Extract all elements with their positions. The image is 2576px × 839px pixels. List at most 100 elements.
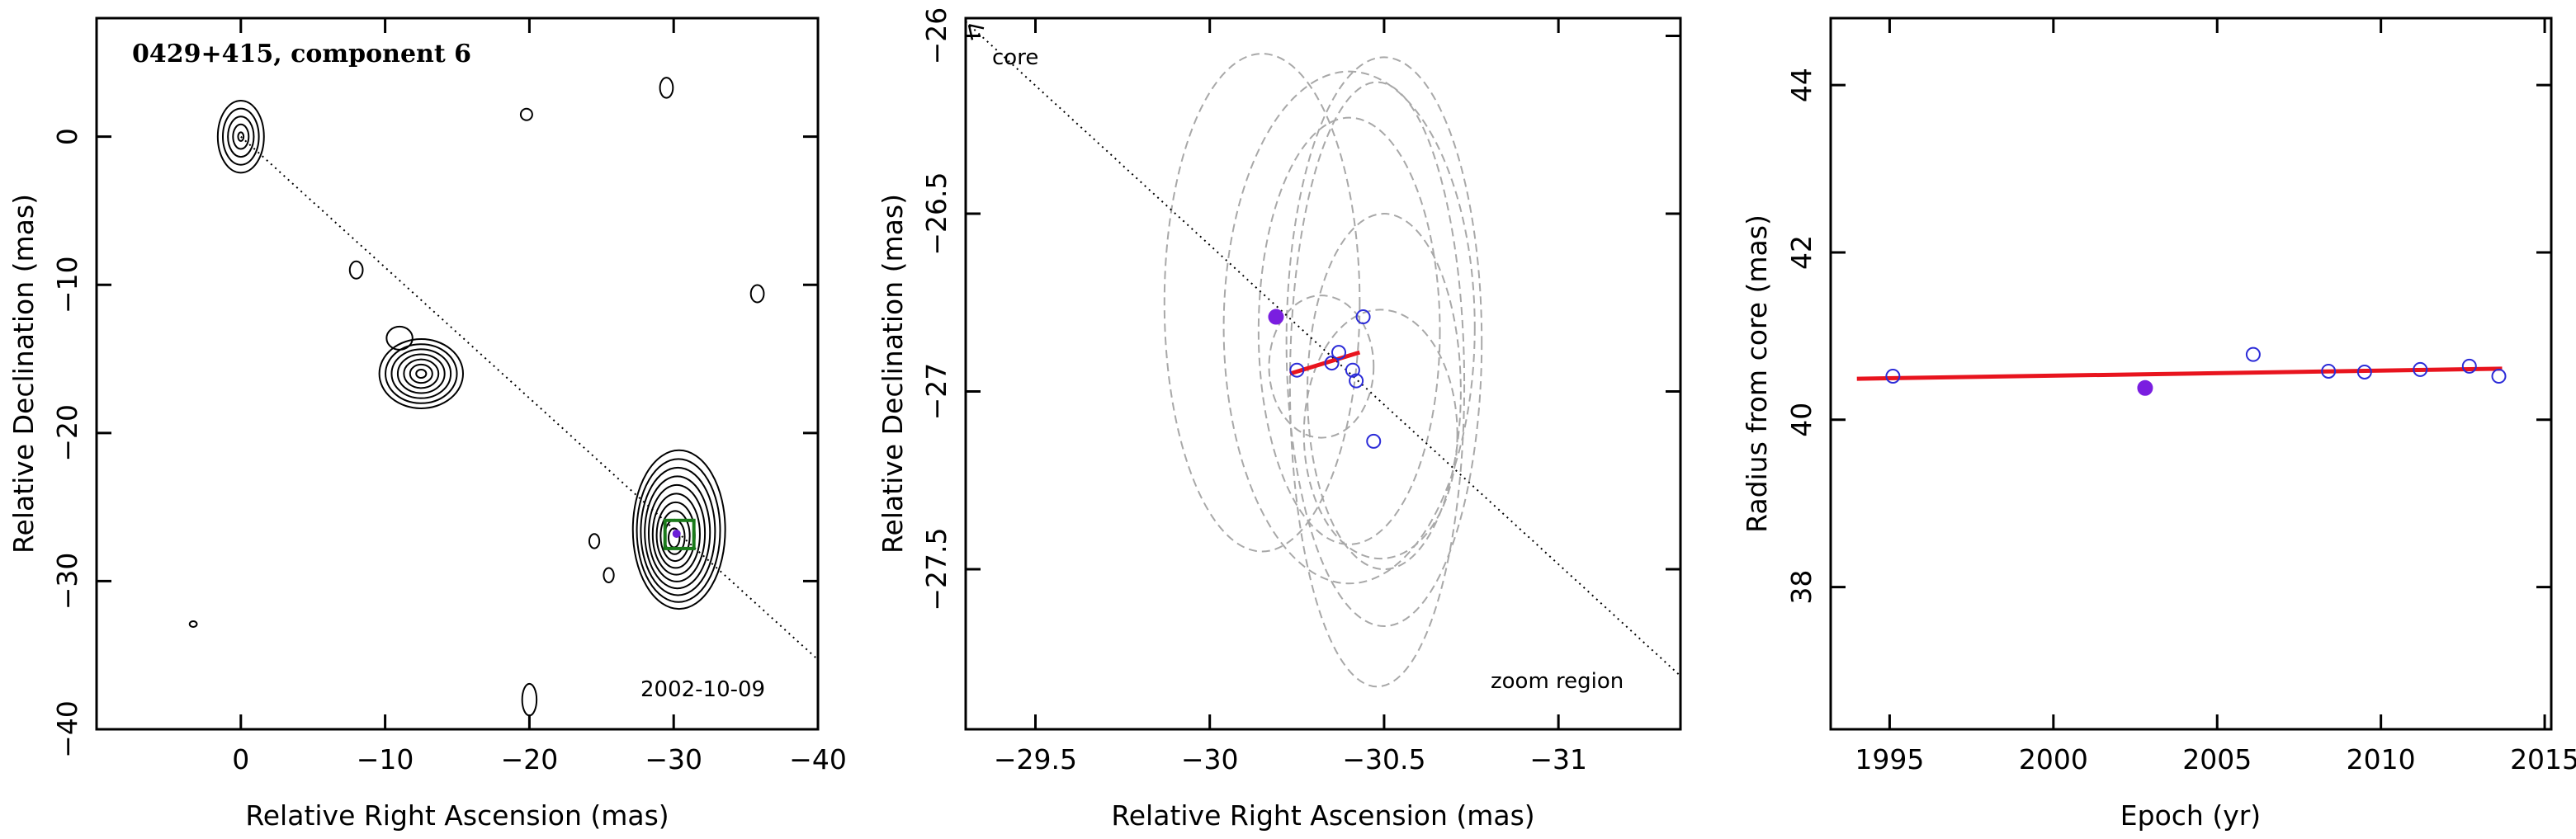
p1-x-tick-label: −10	[357, 743, 414, 775]
p1-marks	[188, 77, 819, 717]
open-data-point	[1345, 362, 1360, 378]
open-data-point	[1289, 362, 1305, 378]
p3-marks	[1856, 346, 2507, 396]
p3-y-tick-label: 42	[1785, 235, 1817, 270]
contour-core-level-2	[221, 107, 260, 166]
open-data-point	[1349, 373, 1364, 389]
p3-y-axis-label: Radius from core (mas)	[1741, 214, 1773, 533]
open-data-point	[1331, 345, 1347, 361]
p2-x-axis-label: Relative Right Ascension (mas)	[1111, 799, 1534, 832]
p2-zoom-annotation: zoom region	[1491, 669, 1624, 694]
contour-spot-level-1	[188, 620, 198, 628]
p2-y-tick-label: −27	[920, 363, 952, 421]
contour-knot-level-1	[378, 338, 464, 409]
contour-component-level-2	[636, 458, 721, 603]
uncertainty-ellipse	[1163, 53, 1361, 553]
contour-core-level-3	[227, 115, 255, 158]
p1-y-tick-label: −20	[51, 404, 83, 462]
contour-component-level-1	[631, 449, 726, 610]
p1-x-tick-label: −20	[501, 743, 559, 775]
open-data-point	[1366, 433, 1382, 449]
p1-y-tick-label: −30	[51, 553, 83, 610]
p2-x-tick-label: −30.5	[1342, 743, 1425, 775]
open-data-point	[2356, 364, 2372, 379]
contour-core-level-4	[232, 123, 250, 150]
uncertainty-ellipse	[1306, 213, 1462, 571]
filled-data-point	[2137, 379, 2153, 396]
p2-frame	[964, 16, 1682, 731]
p3-ticks: 1995 2000 2005 2010 2015 38 40 42 44	[1785, 18, 2576, 775]
contour-knot-level-6	[409, 363, 433, 384]
p3-x-tick-label: 2010	[2347, 743, 2416, 775]
open-data-point	[1324, 356, 1340, 371]
p3-x-axis-label: Epoch (yr)	[2120, 799, 2261, 832]
p2-ticks: −29.5 −30 −30.5 −31 −26 −26.5 −27 −27.5	[920, 7, 1680, 775]
p2-x-tick-label: −30	[1181, 743, 1239, 775]
contour-component-level-5	[647, 483, 707, 582]
p1-x-axis-label: Relative Right Ascension (mas)	[245, 799, 669, 832]
contour-core-level-1	[216, 99, 265, 174]
contour-spot-level-1	[603, 567, 615, 583]
open-data-point	[2245, 346, 2261, 362]
p1-y-tick-label: −10	[51, 256, 83, 313]
filled-data-point	[1268, 309, 1284, 325]
p3-x-tick-label: 2015	[2510, 743, 2576, 775]
p1-y-axis-label: Relative Declination (mas)	[7, 194, 40, 554]
contour-spot-level-1	[588, 533, 601, 549]
p2-x-tick-label: −31	[1529, 743, 1587, 775]
contour-spot-level-1	[519, 107, 533, 121]
contour-knot-level-5	[403, 358, 440, 389]
p3-x-tick-label: 2005	[2182, 743, 2252, 775]
contour-spot-level-1	[521, 682, 538, 717]
open-data-point	[2321, 363, 2337, 379]
p2-x-tick-label: −29.5	[994, 743, 1077, 775]
uncertainty-ellipse	[1257, 116, 1441, 545]
p2-y-axis-label: Relative Declination (mas)	[877, 194, 909, 554]
contour-component-level-8	[659, 510, 691, 563]
open-data-point	[2491, 369, 2507, 384]
p1-y-tick-label: 0	[51, 128, 83, 145]
p1-frame	[95, 16, 820, 731]
p1-x-tick-label: −40	[789, 743, 847, 775]
open-data-point	[1355, 309, 1371, 325]
zoom-box	[663, 518, 696, 550]
p2-y-tick-label: −26.5	[920, 172, 952, 255]
p1-x-tick-label: 0	[232, 743, 249, 775]
open-data-point	[2413, 361, 2428, 377]
p2-core-annotation: core	[992, 45, 1038, 70]
contour-spot-level-1	[659, 77, 674, 99]
contour-knot-level-4	[396, 353, 446, 394]
p3-y-tick-label: 44	[1785, 68, 1817, 102]
contour-spot-level-1	[385, 325, 414, 351]
contour-knot-level-7	[415, 368, 428, 379]
contour-component-level-3	[640, 466, 716, 596]
core-direction-line	[240, 135, 819, 661]
panel-zoom-region: −29.5 −30 −30.5 −31 −26 −26.5 −27 −27.5 core zo…	[877, 7, 1682, 832]
p1-x-tick-label: −30	[645, 743, 702, 775]
p3-x-tick-label: 2000	[2019, 743, 2088, 775]
p1-title: 0429+415, component 6	[132, 40, 471, 68]
panel-contour-map: 0 −10 −20 −30 −40 0 −10 −20 −30 −40 0429+415, com…	[7, 16, 847, 832]
contour-knot-level-2	[385, 343, 458, 404]
uncertainty-ellipse	[1222, 70, 1476, 585]
uncertainty-ellipse	[1268, 295, 1375, 439]
uncertainty-ellipse	[1302, 309, 1458, 560]
contour-component-level-4	[644, 475, 711, 590]
open-data-point	[1885, 369, 1901, 384]
p1-date-label: 2002-10-09	[640, 677, 765, 702]
contour-spot-level-1	[749, 284, 765, 304]
contour-knot-level-3	[390, 348, 452, 399]
component-marker	[672, 529, 681, 538]
uncertainty-ellipse	[1288, 81, 1466, 688]
p3-y-tick-label: 38	[1785, 570, 1817, 605]
contour-core-level-5	[237, 131, 245, 142]
p3-x-tick-label: 1995	[1855, 743, 1924, 775]
p3-frame	[1829, 16, 2553, 731]
open-data-point	[2461, 358, 2477, 374]
p1-ticks: 0 −10 −20 −30 −40 0 −10 −20 −30 −40	[51, 18, 847, 775]
p2-marks	[965, 21, 1681, 688]
p1-y-tick-label: −40	[51, 700, 83, 758]
p2-y-tick-label: −26	[920, 7, 952, 65]
